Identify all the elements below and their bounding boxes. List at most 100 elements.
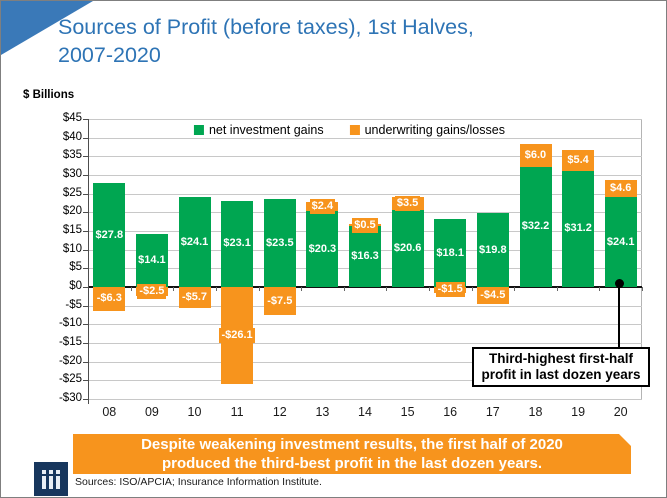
bar-segment-investment xyxy=(221,200,254,287)
x-tick-label: 12 xyxy=(272,405,287,419)
plot-right-border xyxy=(641,119,642,399)
x-tick-label: 11 xyxy=(230,405,244,419)
bar-segment-investment xyxy=(135,234,168,287)
bar-value-label-underwriting: $3.5 xyxy=(394,196,421,212)
bar-value-label-underwriting: $5.4 xyxy=(565,152,591,168)
x-tick-mark xyxy=(343,287,345,291)
y-tick-label: -$10 xyxy=(58,317,82,330)
x-tick-label: 13 xyxy=(315,405,330,419)
page-title: Sources of Profit (before taxes), 1st Ha… xyxy=(58,13,633,69)
title-line1: Sources of Profit (before taxes), 1st Ha… xyxy=(58,15,474,39)
bar-value-label-investment: $16.3 xyxy=(351,250,379,263)
sources-text: Sources: ISO/APCIA; Insurance Informatio… xyxy=(75,476,322,488)
gridline xyxy=(88,399,642,400)
y-tick-mark xyxy=(83,119,88,120)
y-tick-mark xyxy=(83,268,88,270)
legend-item-underwriting: underwriting gains/losses xyxy=(349,123,505,137)
x-tick-label: 15 xyxy=(400,405,415,419)
x-tick-label: 19 xyxy=(571,405,586,419)
bar-value-label-underwriting: -$1.5 xyxy=(435,282,465,298)
y-tick-label: $0 xyxy=(69,280,82,292)
y-tick-label: $10 xyxy=(62,242,82,255)
y-axis-line xyxy=(88,119,89,404)
bar-segment-investment xyxy=(476,213,509,287)
bar-value-label-underwriting: -$26.1 xyxy=(219,328,255,344)
x-tick-mark xyxy=(258,287,260,291)
x-tick-mark xyxy=(301,287,303,291)
bar-value-label-investment: $31.2 xyxy=(564,222,592,235)
x-tick-mark xyxy=(386,287,388,291)
x-tick-mark xyxy=(556,287,558,291)
legend-label-underwriting: underwriting gains/losses xyxy=(364,123,505,137)
gridline xyxy=(88,137,642,139)
bar-segment-investment xyxy=(519,166,552,287)
x-tick-mark xyxy=(428,287,430,291)
gridline xyxy=(88,119,642,120)
x-tick-label: 14 xyxy=(358,405,372,419)
gridline xyxy=(88,380,642,382)
bar-segment-investment xyxy=(562,170,595,287)
y-tick-mark xyxy=(83,249,88,251)
callout-line xyxy=(618,283,620,349)
y-tick-mark xyxy=(83,324,88,326)
y-tick-label: $25 xyxy=(62,186,82,199)
bar-segment-investment xyxy=(93,183,126,287)
chart-legend: net investment gains underwriting gains/… xyxy=(193,123,505,137)
x-tick-mark xyxy=(215,287,217,291)
bar-segment-investment xyxy=(306,211,339,287)
legend-item-investment: net investment gains xyxy=(193,123,324,137)
bar-segment-investment xyxy=(263,199,296,287)
gridline xyxy=(88,212,642,214)
bar-value-label-investment: $32.2 xyxy=(521,220,550,233)
x-tick-label: 18 xyxy=(528,405,543,419)
bar-value-label-underwriting: $4.6 xyxy=(607,180,634,196)
bar-segment-investment xyxy=(391,210,424,287)
bar-value-label-investment: $19.8 xyxy=(479,243,507,256)
banner-line2: produced the third-best profit in the la… xyxy=(161,455,543,472)
bar-value-label-investment: $24.1 xyxy=(606,235,635,248)
y-tick-label: -$25 xyxy=(58,373,82,386)
x-tick-mark xyxy=(130,287,132,291)
y-tick-label: $30 xyxy=(62,168,82,180)
gridline xyxy=(88,324,642,326)
x-tick-mark xyxy=(599,287,601,291)
bar-value-label-underwriting: -$5.7 xyxy=(179,290,210,306)
gridline xyxy=(88,156,642,158)
bar-segment-investment xyxy=(434,219,467,287)
x-tick-mark xyxy=(471,287,473,291)
y-tick-mark xyxy=(83,175,88,176)
iii-logo-glyph xyxy=(42,469,60,489)
x-tick-label: 10 xyxy=(187,405,202,419)
bar-value-label-underwriting: -$2.5 xyxy=(137,284,167,300)
bar-value-label-investment: $23.5 xyxy=(266,236,294,249)
y-axis-title: $ Billions xyxy=(23,89,75,101)
y-tick-mark xyxy=(83,305,88,307)
bar-value-label-investment: $24.1 xyxy=(180,235,209,248)
y-tick-label: -$20 xyxy=(58,354,82,367)
y-tick-mark xyxy=(83,137,88,139)
bar-value-label-investment: $14.1 xyxy=(138,254,166,267)
y-tick-label: $45 xyxy=(62,112,82,124)
corner-triangle-decoration xyxy=(1,1,93,55)
bar-value-label-investment: $20.6 xyxy=(393,242,422,254)
y-tick-label: $5 xyxy=(69,261,82,274)
bar-value-label-underwriting: $6.0 xyxy=(522,148,549,164)
x-tick-label: 16 xyxy=(443,405,458,419)
bar-value-label-underwriting: -$6.3 xyxy=(94,291,124,307)
gridline xyxy=(88,361,642,363)
y-tick-mark xyxy=(83,361,88,363)
gridline xyxy=(88,175,642,176)
x-tick-label: 08 xyxy=(102,405,117,419)
gridline xyxy=(88,305,642,307)
y-tick-label: -$30 xyxy=(58,392,82,404)
y-tick-label: $40 xyxy=(62,130,82,143)
bar-value-label-investment: $18.1 xyxy=(436,246,464,259)
legend-swatch-underwriting xyxy=(349,125,360,135)
x-tick-mark xyxy=(642,287,643,291)
bar-value-label-underwriting: -$4.5 xyxy=(478,287,508,303)
iii-logo xyxy=(34,462,68,496)
bar-value-label-investment: $27.8 xyxy=(95,228,124,241)
legend-label-investment: net investment gains xyxy=(208,123,324,137)
x-tick-label: 09 xyxy=(144,405,159,419)
